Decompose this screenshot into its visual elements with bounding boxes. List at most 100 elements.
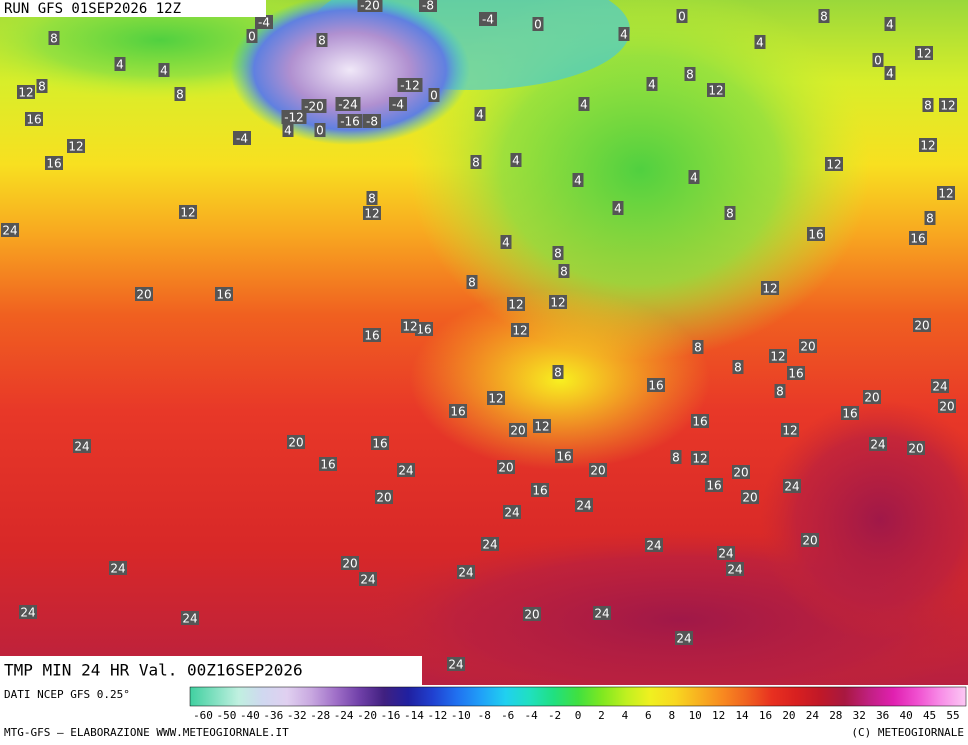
colorbar-label: -12 (427, 709, 447, 722)
temperature-label: 24 (2, 224, 17, 238)
temperature-label: -20 (360, 0, 380, 13)
colorbar-label: 12 (712, 709, 725, 722)
temperature-label: 8 (368, 192, 376, 206)
colorbar-label: -24 (334, 709, 354, 722)
temperature-label: 12 (920, 139, 935, 153)
temperature-label: 8 (734, 361, 742, 375)
colorbar-label: -32 (287, 709, 307, 722)
temperature-label: -4 (392, 98, 404, 112)
label-box (532, 17, 544, 31)
temperature-label: 4 (620, 28, 628, 42)
temperature-label: 24 (504, 506, 519, 520)
temperature-label: 4 (512, 154, 520, 168)
label-box (397, 78, 423, 92)
temperature-label: 20 (136, 288, 151, 302)
temperature-label: 24 (784, 480, 799, 494)
temperature-label: 16 (910, 232, 925, 246)
temperature-label: 8 (472, 156, 480, 170)
label-box (19, 605, 37, 619)
temperature-label: 20 (914, 319, 929, 333)
temperature-label: 4 (160, 64, 168, 78)
label-box (909, 231, 927, 245)
temperature-label: 0 (534, 18, 542, 32)
temperature-label: 20 (510, 424, 525, 438)
label-box (447, 657, 465, 671)
temperature-label: 12 (938, 187, 953, 201)
label-box (549, 295, 567, 309)
label-box (511, 323, 529, 337)
label-box (510, 153, 522, 167)
label-box (922, 98, 934, 112)
temperature-label: 4 (690, 171, 698, 185)
temperature-label: 8 (926, 212, 934, 226)
temperature-label: 12 (770, 350, 785, 364)
label-box (503, 505, 521, 519)
temperature-label: 16 (532, 484, 547, 498)
colorbar-label: -16 (381, 709, 401, 722)
label-box (174, 87, 186, 101)
label-box (507, 297, 525, 311)
label-box (741, 490, 759, 504)
label-box (335, 97, 361, 111)
label-box (676, 9, 688, 23)
colorbar-label: 16 (759, 709, 772, 722)
temperature-label: -16 (340, 115, 360, 129)
label-box (479, 12, 497, 26)
label-box (36, 79, 48, 93)
temperature-label: 24 (718, 547, 733, 561)
data-source: DATI NCEP GFS 0.25° (4, 688, 130, 701)
label-box (774, 384, 786, 398)
temperature-label: -8 (366, 115, 378, 129)
label-box (938, 399, 956, 413)
temperature-label: -12 (284, 111, 304, 125)
temperature-label: -4 (258, 16, 270, 30)
label-box (732, 360, 744, 374)
colorbar-label: 36 (876, 709, 889, 722)
label-box (389, 97, 407, 111)
label-box (415, 322, 433, 336)
label-box (466, 275, 478, 289)
label-box (647, 378, 665, 392)
label-box (558, 264, 570, 278)
temperature-label: 8 (694, 341, 702, 355)
temperature-label: 12 (488, 392, 503, 406)
temperature-label: 4 (476, 108, 484, 122)
temperature-label: 24 (448, 658, 463, 672)
header-box (0, 0, 266, 17)
temperature-label: 16 (320, 458, 335, 472)
temperature-label: 24 (676, 632, 691, 646)
temperature-label: 24 (182, 612, 197, 626)
colorbar-label: 6 (645, 709, 652, 722)
temperature-label: 20 (908, 442, 923, 456)
temperature-label: 16 (692, 415, 707, 429)
label-box (645, 538, 663, 552)
label-box (841, 406, 859, 420)
label-box (787, 366, 805, 380)
temperature-label: 20 (802, 534, 817, 548)
temperature-label: 12 (826, 158, 841, 172)
temperature-label: 0 (248, 30, 256, 44)
colorbar-label: 20 (782, 709, 795, 722)
label-box (646, 77, 658, 91)
label-box (915, 46, 933, 60)
label-box (726, 562, 744, 576)
temperature-label: 12 (550, 296, 565, 310)
label-box (675, 631, 693, 645)
label-box (135, 287, 153, 301)
label-box (341, 556, 359, 570)
label-box (375, 490, 393, 504)
temperature-label: 8 (726, 207, 734, 221)
label-box (48, 31, 60, 45)
label-box (419, 0, 437, 12)
temperature-label: 12 (402, 320, 417, 334)
label-box (863, 390, 881, 404)
label-box (754, 35, 766, 49)
temperature-label: 24 (932, 380, 947, 394)
label-box (572, 173, 584, 187)
label-box (688, 170, 700, 184)
colorbar (189, 686, 967, 707)
label-box (509, 423, 527, 437)
label-box (73, 439, 91, 453)
label-box (371, 436, 389, 450)
colorbar-label: 32 (853, 709, 866, 722)
